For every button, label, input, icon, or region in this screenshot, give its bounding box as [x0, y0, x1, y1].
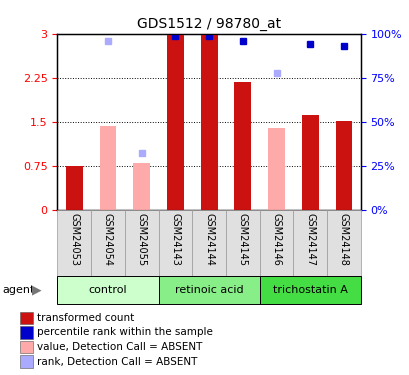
Text: ▶: ▶: [32, 283, 41, 296]
Bar: [20, 312, 33, 324]
Text: GSM24053: GSM24053: [69, 213, 79, 266]
Text: value, Detection Call = ABSENT: value, Detection Call = ABSENT: [37, 342, 202, 352]
Bar: [133, 163, 150, 210]
Bar: [293, 210, 326, 276]
Bar: [57, 276, 158, 304]
Text: control: control: [88, 285, 127, 295]
Bar: [158, 276, 259, 304]
Text: GSM24146: GSM24146: [271, 213, 281, 266]
Bar: [267, 128, 284, 210]
Bar: [192, 210, 225, 276]
Bar: [326, 210, 360, 276]
Bar: [20, 340, 33, 353]
Text: GSM24148: GSM24148: [338, 213, 348, 266]
Text: GSM24145: GSM24145: [237, 213, 247, 266]
Text: transformed count: transformed count: [37, 313, 134, 323]
Bar: [166, 35, 183, 210]
Text: agent: agent: [2, 285, 34, 295]
Bar: [225, 210, 259, 276]
Bar: [259, 276, 360, 304]
Title: GDS1512 / 98780_at: GDS1512 / 98780_at: [137, 17, 281, 32]
Bar: [335, 121, 351, 210]
Bar: [57, 210, 91, 276]
Text: GSM24144: GSM24144: [204, 213, 213, 266]
Bar: [158, 210, 192, 276]
Bar: [91, 210, 124, 276]
Bar: [234, 82, 251, 210]
Bar: [99, 126, 116, 210]
Text: GSM24054: GSM24054: [103, 213, 113, 266]
Bar: [301, 116, 318, 210]
Bar: [20, 326, 33, 339]
Text: trichostatin A: trichostatin A: [272, 285, 347, 295]
Bar: [124, 210, 158, 276]
Bar: [259, 210, 293, 276]
Text: GSM24143: GSM24143: [170, 213, 180, 266]
Bar: [200, 35, 217, 210]
Text: percentile rank within the sample: percentile rank within the sample: [37, 327, 213, 338]
Text: GSM24055: GSM24055: [136, 213, 146, 266]
Bar: [66, 166, 83, 210]
Text: retinoic acid: retinoic acid: [174, 285, 243, 295]
Text: GSM24147: GSM24147: [304, 213, 315, 266]
Text: rank, Detection Call = ABSENT: rank, Detection Call = ABSENT: [37, 357, 197, 366]
Bar: [20, 355, 33, 368]
